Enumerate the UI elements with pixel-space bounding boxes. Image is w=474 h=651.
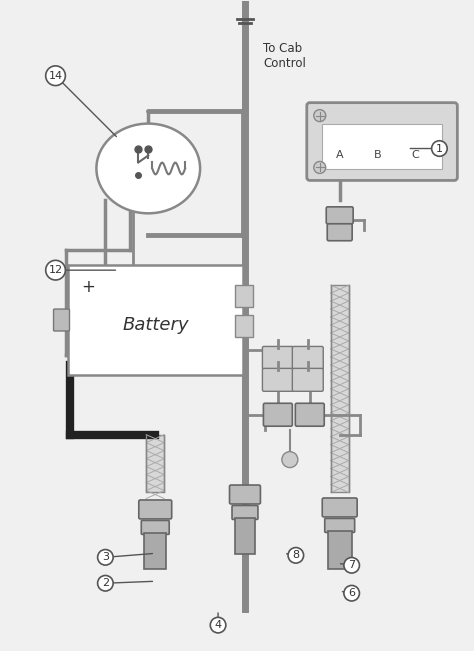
FancyBboxPatch shape [331, 285, 349, 492]
Text: 7: 7 [348, 561, 355, 570]
FancyBboxPatch shape [327, 224, 352, 241]
FancyBboxPatch shape [232, 505, 258, 519]
FancyBboxPatch shape [263, 346, 293, 369]
Circle shape [314, 109, 326, 122]
Text: Battery: Battery [122, 316, 189, 334]
FancyBboxPatch shape [139, 500, 172, 519]
Text: 3: 3 [102, 552, 109, 562]
Text: 4: 4 [215, 620, 222, 630]
Bar [69, 265, 243, 375]
FancyBboxPatch shape [235, 315, 253, 337]
FancyBboxPatch shape [325, 518, 355, 533]
Circle shape [314, 161, 326, 173]
FancyBboxPatch shape [328, 531, 352, 569]
FancyBboxPatch shape [292, 368, 323, 391]
Text: 8: 8 [292, 550, 300, 561]
Text: 6: 6 [348, 589, 355, 598]
FancyBboxPatch shape [322, 498, 357, 517]
FancyBboxPatch shape [295, 403, 324, 426]
Circle shape [282, 452, 298, 467]
FancyBboxPatch shape [235, 518, 255, 555]
FancyBboxPatch shape [292, 346, 323, 369]
FancyBboxPatch shape [144, 533, 166, 569]
FancyBboxPatch shape [307, 103, 457, 180]
Text: 1: 1 [436, 143, 443, 154]
Bar [322, 124, 442, 169]
FancyBboxPatch shape [229, 485, 260, 504]
FancyBboxPatch shape [326, 207, 353, 224]
Text: C: C [411, 150, 419, 161]
Text: 14: 14 [48, 71, 63, 81]
Text: 12: 12 [48, 265, 63, 275]
FancyBboxPatch shape [263, 368, 293, 391]
FancyBboxPatch shape [146, 435, 164, 492]
Ellipse shape [96, 124, 200, 214]
FancyBboxPatch shape [54, 309, 70, 331]
FancyBboxPatch shape [141, 520, 169, 534]
FancyBboxPatch shape [264, 403, 292, 426]
Text: B: B [374, 150, 382, 161]
Text: A: A [336, 150, 344, 161]
Text: To Cab
Control: To Cab Control [263, 42, 306, 70]
Text: +: + [82, 278, 95, 296]
FancyBboxPatch shape [235, 285, 253, 307]
Text: 2: 2 [102, 578, 109, 589]
